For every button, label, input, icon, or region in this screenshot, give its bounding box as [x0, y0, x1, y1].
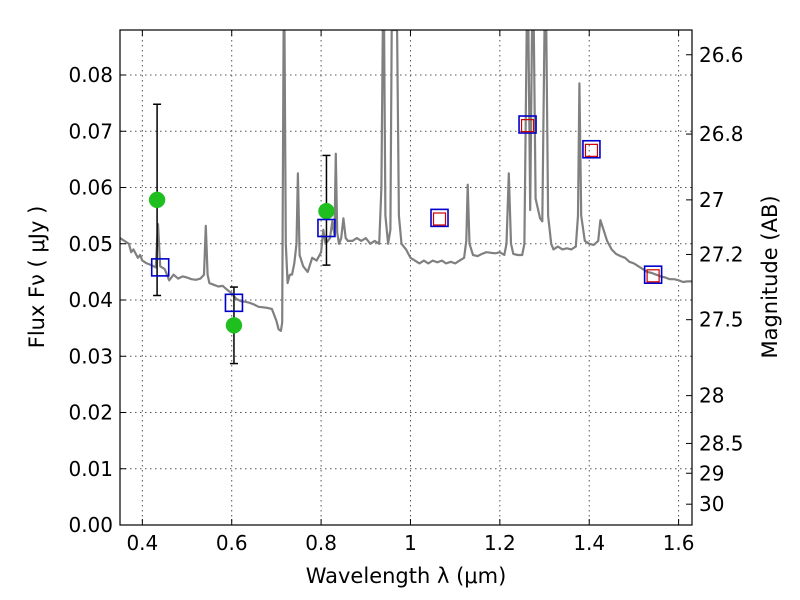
y-tick-label: 0.05 — [68, 232, 113, 256]
spectrum-line — [120, 30, 692, 332]
y-tick-label: 0.07 — [68, 119, 113, 143]
model-box-marker — [317, 218, 336, 238]
x-tick-label: 0.4 — [126, 531, 158, 555]
model-box-marker — [582, 139, 601, 159]
model-inner-marker — [646, 269, 660, 283]
x-tick-label: 0.6 — [216, 531, 248, 555]
x-axis-title: Wavelength λ (μm) — [306, 564, 507, 588]
model-inner-marker — [432, 212, 447, 226]
model-inner-marker — [584, 143, 599, 157]
model-box-marker — [518, 115, 537, 134]
observed-point — [225, 317, 243, 334]
marker-layer — [148, 103, 663, 365]
series-layer — [120, 30, 692, 332]
x-tick-label: 1.4 — [573, 531, 605, 555]
y-tick-label: 0.04 — [68, 288, 113, 312]
plot-area — [120, 30, 692, 525]
x-tick-label: 1 — [404, 531, 417, 555]
model-box-marker — [150, 258, 170, 277]
x-tick-label: 1.6 — [663, 531, 695, 555]
y-tick-label: 0.06 — [68, 176, 113, 200]
observed-point — [148, 191, 166, 209]
y-tick-label: 0.00 — [68, 513, 113, 537]
y2-tick-label: 27 — [699, 188, 724, 212]
y2-tick-label: 26.8 — [699, 122, 744, 146]
x-tick-label: 1.2 — [484, 531, 516, 555]
y-tick-label: 0.03 — [68, 344, 113, 368]
y2-axis: 26.6 26.8 27 27.2 27.5 28 28.5 29 30 — [686, 43, 744, 516]
plot-frame — [119, 29, 693, 526]
y2-tick-label: 30 — [699, 492, 724, 516]
model-inner-marker — [520, 119, 535, 133]
y2-tick-label: 26.6 — [699, 43, 744, 67]
x-axis: 0.4 0.6 0.8 1 1.2 1.4 1.6 — [126, 30, 695, 555]
y-axis: 0.00 0.01 0.02 0.03 0.04 0.05 0.06 0.07 0.08 — [68, 63, 126, 537]
y2-tick-label: 27.5 — [699, 308, 744, 332]
y-tick-label: 0.02 — [68, 401, 113, 425]
x-tick-label: 0.8 — [305, 531, 337, 555]
y-tick-label: 0.08 — [68, 63, 113, 87]
plot-background — [120, 30, 692, 525]
y2-tick-label: 29 — [699, 461, 724, 485]
y2-tick-label: 28 — [699, 384, 724, 408]
model-box-marker — [430, 208, 449, 228]
y2-tick-label: 27.2 — [699, 242, 744, 266]
model-box-marker — [643, 265, 663, 284]
y2-axis-title: Magnitude (AB) — [758, 195, 782, 358]
y-axis-title: Flux Fν ( μJy ) — [25, 206, 49, 349]
model-box-marker — [224, 293, 244, 313]
plot-border — [119, 29, 693, 526]
grid-lines — [120, 30, 692, 526]
y2-tick-label: 28.5 — [699, 431, 744, 455]
observed-point — [318, 202, 335, 220]
y-tick-label: 0.01 — [68, 457, 113, 481]
